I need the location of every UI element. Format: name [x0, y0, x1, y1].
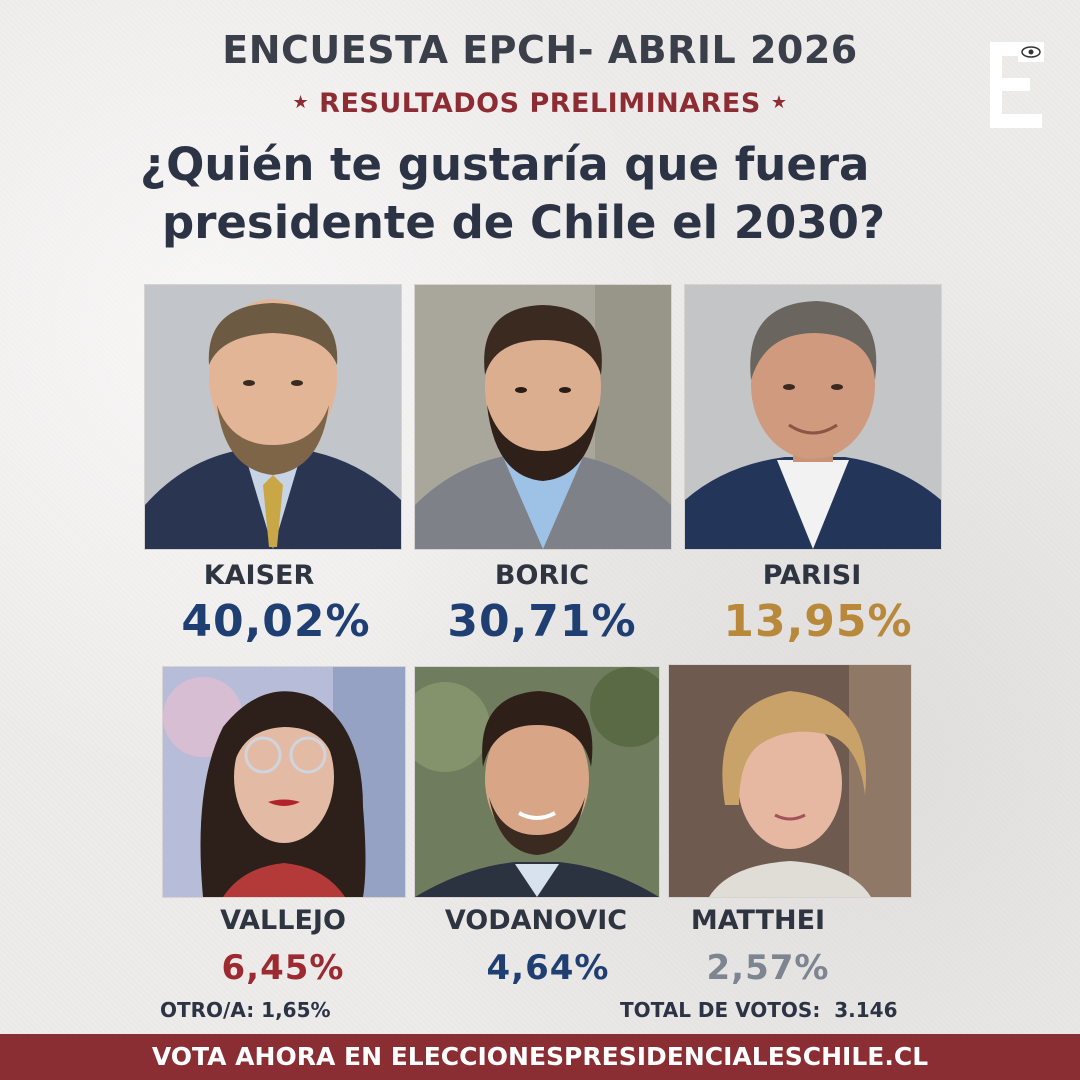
other-percent: OTRO/A: 1,65%	[160, 998, 331, 1022]
candidate-name-vodanovic: VODANOVIC	[444, 905, 628, 936]
candidate-name-matthei: MATTHEI	[690, 905, 826, 936]
brand-logo	[988, 40, 1046, 130]
candidate-name-kaiser: KAISER	[203, 560, 315, 591]
poll-title: ENCUESTA EPCH- ABRIL 2026	[222, 28, 858, 72]
candidate-photo-vallejo	[162, 666, 406, 898]
candidate-percent-matthei: 2,57%	[706, 948, 830, 988]
candidate-percent-vallejo: 6,45%	[221, 948, 345, 988]
candidate-name-vallejo: VALLEJO	[220, 905, 346, 936]
candidate-percent-parisi: 13,95%	[723, 596, 913, 647]
subtitle-text: RESULTADOS PRELIMINARES	[319, 88, 761, 119]
candidate-name-parisi: PARISI	[762, 560, 862, 591]
candidate-photo-kaiser	[144, 284, 402, 550]
question-line-1: ¿Quién te gustaría que fuera	[140, 138, 870, 191]
candidate-percent-vodanovic: 4,64%	[486, 948, 610, 988]
candidate-name-boric: BORIC	[494, 560, 590, 591]
poll-question: ¿Quién te gustaría que fuera presidente …	[140, 136, 960, 252]
vote-banner[interactable]: VOTA AHORA EN ELECCIONESPRESIDENCIALESCH…	[0, 1034, 1080, 1080]
candidate-photo-matthei	[668, 664, 912, 898]
question-line-2: presidente de Chile el 2030?	[162, 196, 886, 249]
star-icon: ★	[770, 92, 788, 113]
candidate-percent-kaiser: 40,02%	[181, 596, 371, 647]
candidate-percent-boric: 30,71%	[447, 596, 637, 647]
total-votes: TOTAL DE VOTOS: 3.146	[620, 998, 898, 1022]
candidate-photo-parisi	[684, 284, 942, 550]
candidate-photo-boric	[414, 284, 672, 550]
star-icon: ★	[292, 92, 310, 113]
candidate-photo-vodanovic	[414, 666, 660, 898]
poll-subtitle: ★ RESULTADOS PRELIMINARES ★	[0, 88, 1080, 119]
vote-banner-text: VOTA AHORA EN ELECCIONESPRESIDENCIALESCH…	[151, 1042, 929, 1071]
